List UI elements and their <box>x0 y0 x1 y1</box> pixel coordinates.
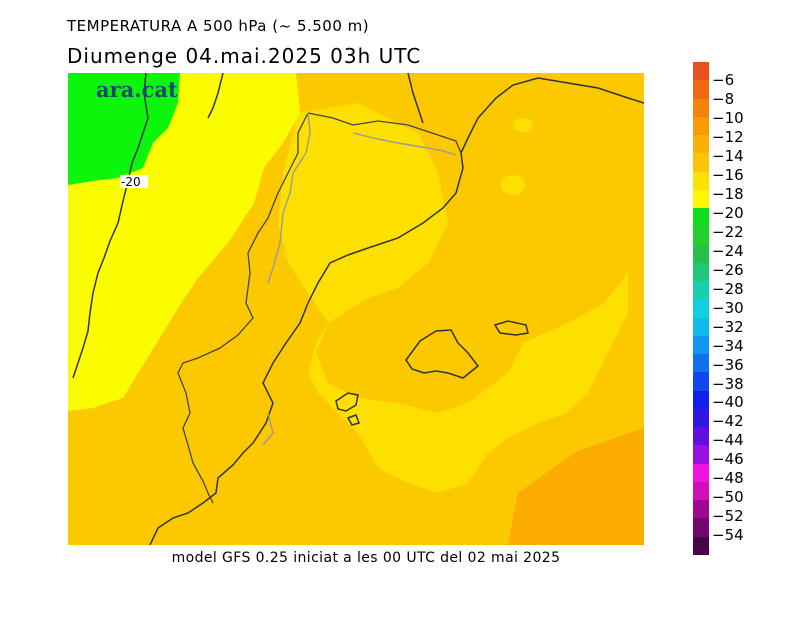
colorbar-segment <box>693 408 709 428</box>
colorbar-segment <box>693 317 709 337</box>
dark-orange-region <box>508 428 644 545</box>
colorbar-tick-label: −18 <box>712 184 744 203</box>
colorbar-segment <box>693 500 709 519</box>
colorbar-segment <box>693 281 709 300</box>
colorbar-segment <box>693 372 709 392</box>
colorbar-segment <box>693 153 709 173</box>
light-orange-blob-2 <box>513 118 533 132</box>
colorbar-tick-label: −10 <box>712 108 744 127</box>
colorbar-segment <box>693 208 709 227</box>
colorbar-tick-label: −36 <box>712 355 744 374</box>
colorbar-tick-label: −34 <box>712 336 744 355</box>
colorbar-tick-label: −26 <box>712 260 744 279</box>
light-orange-blob <box>501 175 525 195</box>
isoline-label-background <box>120 175 148 188</box>
colorbar-tick-label: −42 <box>712 412 744 431</box>
colorbar-tick-label: −54 <box>712 526 744 545</box>
colorbar-tick-label: −20 <box>712 203 744 222</box>
mallorca <box>405 329 480 379</box>
colorbar-segment <box>693 226 709 246</box>
model-run-info: model GFS 0.25 iniciat a les 00 UTC del … <box>171 550 561 566</box>
colorbar-tick-label: −22 <box>712 222 744 241</box>
isoline-label-minus20: -20 <box>121 175 141 189</box>
colorbar-segment <box>693 116 709 136</box>
eivissa <box>335 392 359 412</box>
colorbar-segment <box>693 427 709 446</box>
colorbar-tick-label: −16 <box>712 165 744 184</box>
colorbar-tick-label: −32 <box>712 317 744 336</box>
northern-light-orange <box>378 173 418 223</box>
colorbar <box>693 62 709 556</box>
colorbar-tick-label: −50 <box>712 488 744 507</box>
colorbar-tick-label: −6 <box>712 71 735 89</box>
colorbar-segment <box>693 390 709 410</box>
coastline <box>72 73 644 545</box>
colorbar-segment <box>693 62 709 81</box>
green-region <box>68 73 180 185</box>
colorbar-segment <box>693 518 709 538</box>
colorbar-tick-label: −48 <box>712 469 744 488</box>
colorbar-tick-label: −12 <box>712 127 744 146</box>
ara-cat-logo: ara.cat <box>96 77 178 102</box>
colorbar-segment <box>693 80 709 99</box>
colorbar-tick-label: −38 <box>712 374 744 393</box>
menorca <box>493 320 529 336</box>
colorbar-segment <box>693 481 709 501</box>
political-border <box>177 112 462 504</box>
chart-title: TEMPERATURA A 500 hPa (~ 5.500 m) <box>67 17 370 35</box>
light-orange-region <box>278 103 628 493</box>
colorbar-segment <box>693 189 709 209</box>
colorbar-segment <box>693 262 709 282</box>
formentera <box>346 414 360 426</box>
colorbar-tick-label: −28 <box>712 279 744 298</box>
colorbar-segment <box>693 354 709 373</box>
colorbar-tick-label: −8 <box>712 89 735 108</box>
colorbar-tick-label: −30 <box>712 298 744 317</box>
colorbar-segment <box>693 463 709 483</box>
colorbar-tick-label: −44 <box>712 431 744 450</box>
balearic-islands <box>335 320 529 426</box>
colorbar-tick-label: −46 <box>712 450 744 469</box>
colorbar-segment <box>693 98 709 118</box>
colorbar-tick-label: −52 <box>712 507 744 526</box>
colorbar-tick-label: −40 <box>712 393 744 412</box>
chart-subtitle: Diumenge 04.mai.2025 03h UTC <box>67 44 422 68</box>
colorbar-tick-label: −24 <box>712 241 744 260</box>
colorbar-segment <box>693 171 709 191</box>
colorbar-tick-label: −14 <box>712 146 744 165</box>
colorbar-segment <box>693 299 709 319</box>
colorbar-segment <box>693 135 709 154</box>
temperature-map: -20 ara.cat <box>68 73 644 545</box>
colorbar-segment <box>693 244 709 264</box>
autonomous-community-border <box>262 112 457 446</box>
isoline-label-box: -20 <box>120 175 148 189</box>
colorbar-segment <box>693 536 709 556</box>
colorbar-segment <box>693 335 709 355</box>
colorbar-segment <box>693 445 709 465</box>
